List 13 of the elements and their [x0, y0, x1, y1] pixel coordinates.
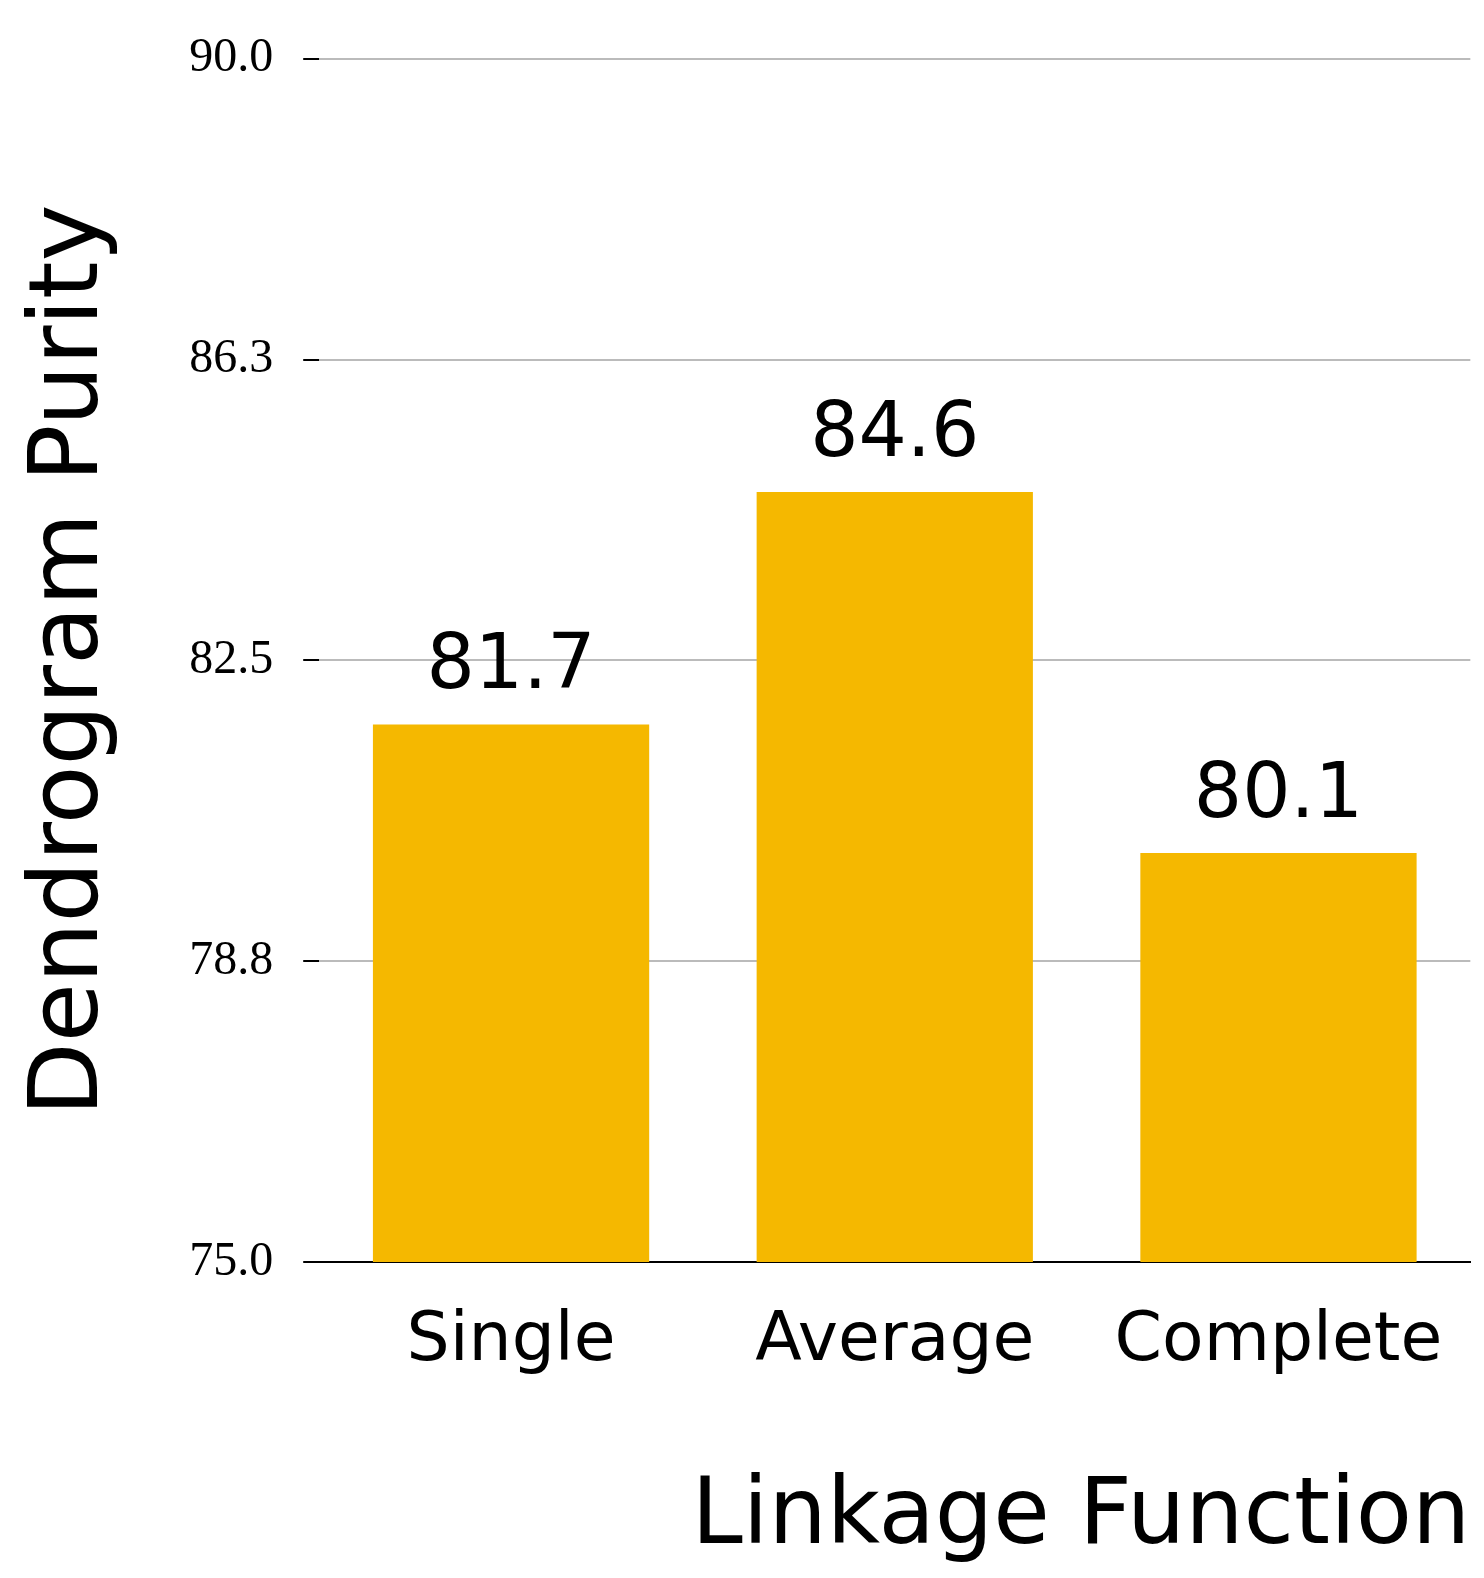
data-label: 81.7	[426, 617, 596, 707]
y-tick-label: 75.0	[189, 1231, 274, 1285]
data-label: 84.6	[810, 384, 980, 474]
x-tick-label: Single	[406, 1297, 616, 1377]
y-tick-label: 78.8	[189, 930, 274, 984]
data-label: 80.1	[1193, 745, 1364, 835]
y-tick-label: 86.3	[189, 329, 274, 383]
x-tick-label: Complete	[1114, 1297, 1443, 1377]
y-tick-label: 82.5	[189, 630, 274, 684]
y-axis-title: Dendrogram Purity	[7, 204, 120, 1117]
x-axis-title: Linkage Function	[691, 1457, 1471, 1565]
x-tick-label: Average	[755, 1297, 1035, 1377]
y-tick-label: 90.0	[189, 28, 274, 82]
